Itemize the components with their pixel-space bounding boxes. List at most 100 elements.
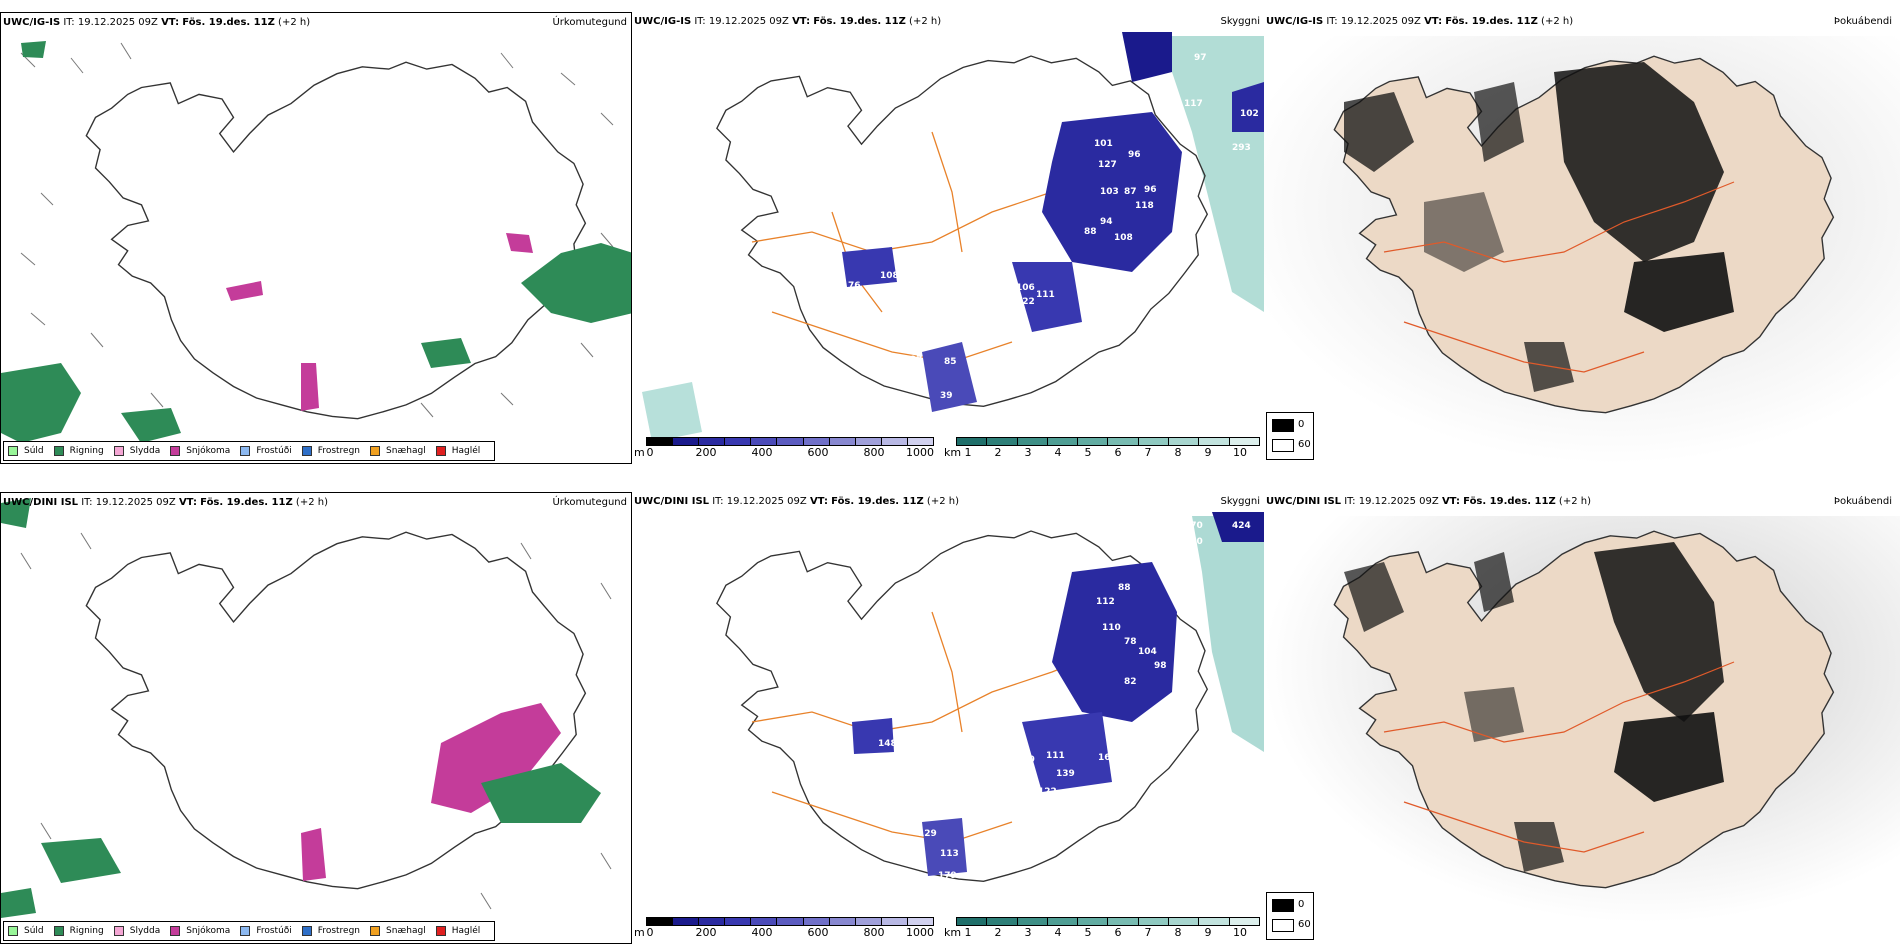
cloud-label: 101 — [1094, 139, 1113, 149]
cloud-label: 96 — [1144, 185, 1157, 195]
legend-swatch — [8, 926, 18, 936]
colorbar-tick: 4 — [1054, 926, 1062, 939]
colorbar-tick: 2 — [994, 446, 1002, 459]
cloud-label: 104 — [1138, 647, 1157, 657]
fog-legend-top: 0 60 — [1266, 412, 1314, 460]
legend-swatch — [53, 446, 64, 456]
model-label: UWC/IG-IS — [634, 16, 692, 27]
colorbar-tick: 7 — [1144, 926, 1152, 939]
colorbar-tick: 4 — [1054, 446, 1062, 459]
legend-item: Snæhagl — [370, 446, 426, 456]
fog-panel-bottom: UWC/DINI ISL IT: 19.12.2025 09Z VT: Fös.… — [1264, 492, 1900, 944]
colorbar-strip — [956, 917, 1260, 926]
cloud-label: 110 — [1102, 623, 1121, 633]
cloud-label: 76 — [848, 281, 861, 291]
fog-legend-black — [1272, 419, 1294, 432]
fog-legend-white — [1272, 439, 1294, 452]
iceland-outline — [85, 531, 587, 890]
roads — [1383, 181, 1735, 373]
legend-swatch — [435, 446, 446, 456]
legend-item: Frostregn — [301, 926, 360, 936]
panel-header: UWC/DINI ISL IT: 19.12.2025 09Z VT: Fös.… — [634, 496, 959, 507]
colorbar-tick: 9 — [1204, 446, 1212, 459]
colorbar-unit: km — [944, 926, 962, 939]
legend-swatch — [53, 926, 64, 936]
legend-item: Súld — [8, 446, 44, 456]
cloud-label: 88 — [1084, 227, 1097, 237]
legend-item: Súld — [8, 926, 44, 936]
cloud-label: 103 — [1100, 187, 1119, 197]
cloud-base-panel-bottom: 270 424 270 88 112 110 78 104 98 82 148 … — [632, 492, 1264, 944]
roads — [1383, 661, 1735, 853]
colorbar-tick: 400 — [751, 926, 773, 939]
model-label: UWC/DINI ISL — [1266, 496, 1342, 507]
cloud-label: 117 — [1184, 99, 1203, 109]
cloud-base-colorbar: m 0 200 400 600 800 1000 — [634, 917, 934, 941]
colorbar-tick: 200 — [695, 446, 717, 459]
colorbar-unit: m — [634, 446, 645, 459]
fog-legend-low: 60 — [1298, 439, 1311, 450]
fog-panel-top: UWC/IG-IS IT: 19.12.2025 09Z VT: Fös. 19… — [1264, 12, 1900, 464]
fog-legend-white — [1272, 919, 1294, 932]
colorbar-tick: 7 — [1144, 446, 1152, 459]
visibility-field — [1192, 516, 1264, 752]
cloud-label: 179 — [938, 871, 957, 881]
colorbar-tick: 1 — [964, 446, 972, 459]
cloud-label: 88 — [1118, 583, 1131, 593]
cloud-label: 111 — [1036, 290, 1055, 300]
panel-title: Úrkomutegund — [552, 17, 627, 28]
panel-header: UWC/DINI ISL IT: 19.12.2025 09Z VT: Fös.… — [3, 497, 328, 508]
cloud-label: 62 — [912, 369, 925, 379]
precip-map-top — [1, 41, 631, 443]
precip-areas — [1, 41, 631, 443]
fog-legend-black — [1272, 899, 1294, 912]
legend-item: Snæhagl — [370, 926, 426, 936]
cloud-base-panel-top: 97 117 102 293 101 127 96 103 87 96 118 … — [632, 12, 1264, 464]
fog-legend-bottom: 0 60 — [1266, 892, 1314, 940]
cloud-label: 87 — [1124, 187, 1137, 197]
colorbar-tick: 8 — [1174, 446, 1182, 459]
legend-item: Slydda — [113, 926, 160, 936]
colorbar-strip — [956, 437, 1260, 446]
fog-legend-high: 0 — [1298, 899, 1305, 910]
colorbar-tick: 1000 — [906, 926, 934, 939]
panel-title: Úrkomutegund — [552, 497, 627, 508]
legend-swatch — [170, 446, 181, 456]
model-label: UWC/IG-IS — [3, 17, 61, 28]
colorbar-tick: 6 — [1114, 926, 1122, 939]
cloud-label: 97 — [910, 355, 923, 365]
fog-dark-areas — [1344, 62, 1734, 392]
colorbar-tick: 9 — [1204, 926, 1212, 939]
panel-header: UWC/DINI ISL IT: 19.12.2025 09Z VT: Fös.… — [1266, 496, 1591, 507]
cloud-label: 100 — [1016, 755, 1035, 765]
cloud-label: 129 — [918, 829, 937, 839]
wind-barbs — [20, 42, 614, 418]
cloud-map-top: 97 117 102 293 101 127 96 103 87 96 118 … — [642, 32, 1264, 442]
colorbar-tick: 3 — [1024, 926, 1032, 939]
legend-item: Rigning — [53, 446, 104, 456]
model-label: UWC/DINI ISL — [3, 497, 79, 508]
panel-title: Skyggni — [1220, 496, 1260, 507]
panel-title: Þokuábendi — [1833, 16, 1892, 27]
cloud-label: 97 — [1194, 53, 1207, 63]
cloud-value-labels: 270 424 270 88 112 110 78 104 98 82 148 … — [878, 521, 1251, 881]
legend-swatch — [301, 926, 312, 936]
legend-swatch — [370, 926, 381, 936]
colorbar-tick: 5 — [1084, 446, 1092, 459]
cloud-label: 78 — [1124, 637, 1137, 647]
legend-swatch — [240, 926, 251, 936]
precip-type-panel-top: UWC/IG-IS IT: 19.12.2025 09Z VT: Fös. 19… — [0, 12, 632, 464]
cloud-label: 424 — [1232, 521, 1251, 531]
panel-header: UWC/IG-IS IT: 19.12.2025 09Z VT: Fös. 19… — [634, 16, 942, 27]
legend-item: Haglél — [435, 926, 480, 936]
legend-swatch — [113, 926, 124, 936]
model-label: UWC/IG-IS — [1266, 16, 1324, 27]
legend-item: Frostúði — [240, 446, 292, 456]
cloud-label: 39 — [940, 391, 953, 401]
cloud-label: 270 — [1184, 521, 1203, 531]
colorbar-tick: 1 — [964, 926, 972, 939]
colorbar-tick: 0 — [646, 926, 654, 939]
legend-swatch — [370, 446, 381, 456]
visibility-field — [642, 382, 702, 442]
cloud-label: 139 — [1056, 769, 1075, 779]
